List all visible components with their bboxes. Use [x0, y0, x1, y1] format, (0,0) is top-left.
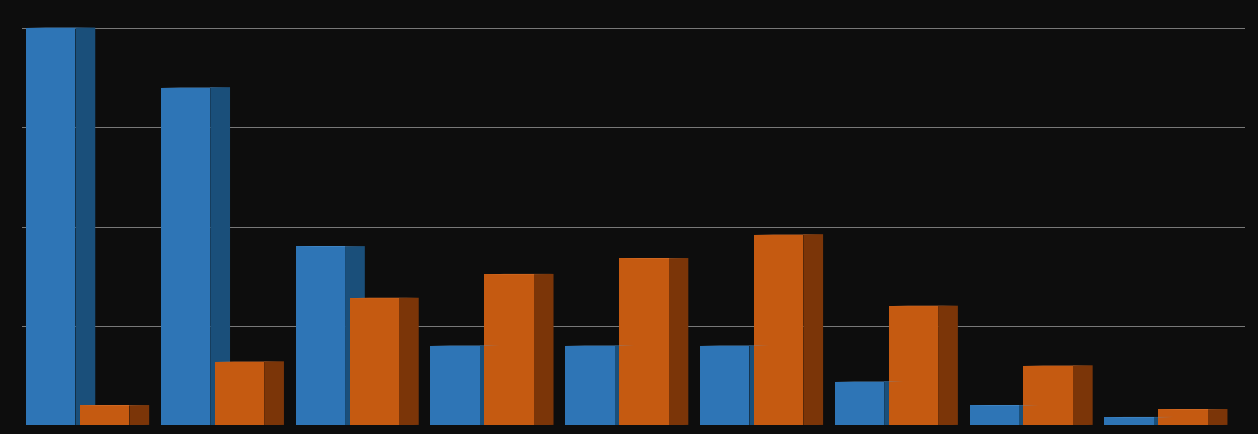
Polygon shape	[888, 306, 938, 425]
Polygon shape	[615, 345, 634, 425]
Polygon shape	[533, 274, 554, 425]
Polygon shape	[884, 381, 905, 425]
Polygon shape	[479, 345, 499, 425]
Polygon shape	[345, 247, 365, 425]
Polygon shape	[1024, 366, 1073, 425]
Polygon shape	[804, 235, 823, 425]
Polygon shape	[835, 382, 884, 425]
Polygon shape	[26, 29, 75, 425]
Polygon shape	[619, 259, 668, 425]
Polygon shape	[668, 258, 688, 425]
Polygon shape	[484, 275, 533, 425]
Polygon shape	[264, 362, 284, 425]
Polygon shape	[750, 345, 769, 425]
Polygon shape	[699, 346, 750, 425]
Polygon shape	[754, 235, 804, 425]
Polygon shape	[1105, 418, 1154, 425]
Polygon shape	[130, 405, 150, 425]
Polygon shape	[215, 362, 264, 425]
Polygon shape	[81, 405, 130, 425]
Polygon shape	[1073, 365, 1093, 425]
Polygon shape	[210, 88, 230, 425]
Polygon shape	[1159, 409, 1208, 425]
Polygon shape	[75, 29, 96, 425]
Polygon shape	[161, 89, 210, 425]
Polygon shape	[1154, 417, 1174, 425]
Polygon shape	[938, 306, 957, 425]
Polygon shape	[1019, 405, 1039, 425]
Polygon shape	[350, 299, 399, 425]
Polygon shape	[565, 346, 615, 425]
Polygon shape	[296, 247, 345, 425]
Polygon shape	[430, 346, 479, 425]
Polygon shape	[970, 405, 1019, 425]
Polygon shape	[399, 298, 419, 425]
Polygon shape	[1208, 409, 1228, 425]
